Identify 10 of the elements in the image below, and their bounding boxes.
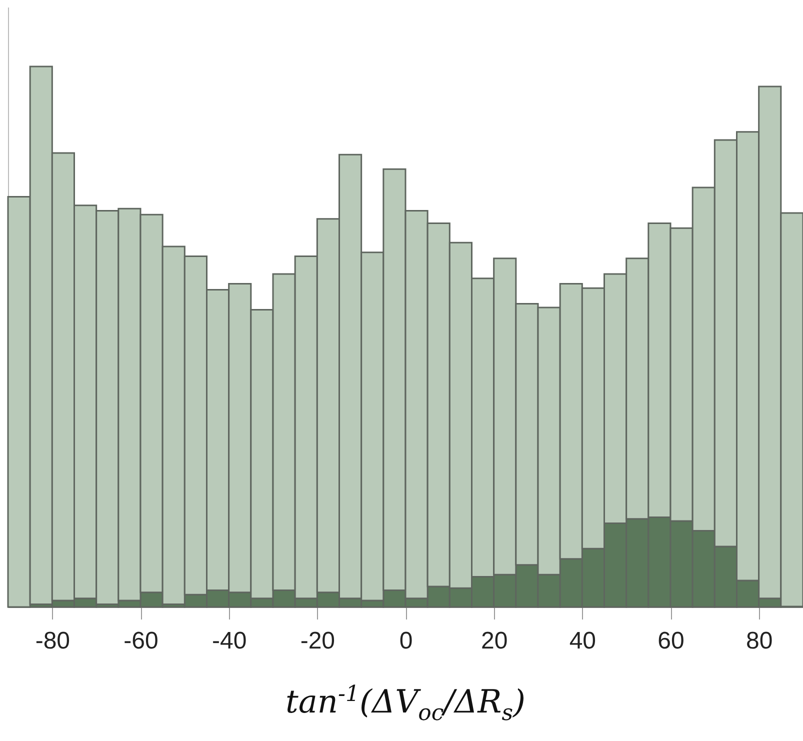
x-tick-label: 0 [399,628,413,654]
x-tick-label: -60 [124,628,158,654]
x-tick-label: -80 [35,628,70,654]
x-tick-label: -40 [212,628,247,654]
x-axis-title: tan$^{-1}$(ΔV$_{oc}$/ΔR$_{s}$) [284,682,527,726]
x-tick-label: 60 [658,628,684,654]
x-tick-label: 20 [480,628,508,654]
x-tick-label: 40 [569,628,596,654]
x-tick-label: 80 [746,628,773,654]
x-tick-label: -20 [300,628,336,654]
